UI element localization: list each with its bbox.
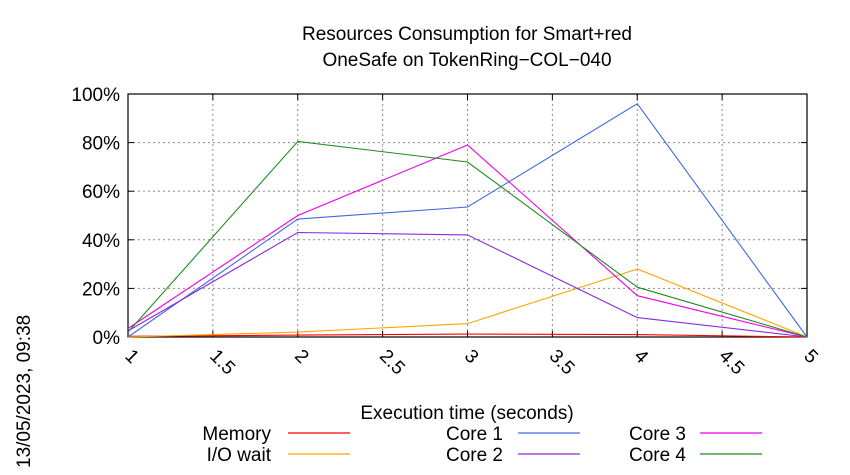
series-line-i-o-wait — [127, 268, 808, 338]
legend-label-core-4: Core 4 — [629, 445, 686, 466]
x-tick-label: 1.5 — [205, 346, 239, 380]
series-line-memory — [127, 333, 808, 338]
legend-label-memory: Memory — [202, 424, 271, 445]
x-tick-label: 4.5 — [715, 346, 749, 380]
series-line-core-2 — [127, 231, 808, 338]
x-axis-label: Execution time (seconds) — [360, 403, 573, 424]
x-tick-label: 3 — [460, 346, 482, 368]
chart-title-line-1: Resources Consumption for Smart+red — [302, 24, 632, 45]
legend-label-i-o-wait: I/O wait — [207, 445, 272, 466]
legend-label-core-3: Core 3 — [629, 424, 686, 445]
x-tick-label: 2 — [290, 346, 312, 368]
series-line-core-1 — [127, 102, 808, 338]
series-lines — [127, 102, 808, 338]
x-tick-label: 3.5 — [545, 346, 579, 380]
y-tick-label: 20% — [82, 279, 120, 300]
y-tick-label: 0% — [93, 328, 121, 349]
timestamp: 13/05/2023, 09:38 — [14, 315, 35, 468]
y-tick-label: 60% — [82, 182, 120, 203]
y-tick-label: 40% — [82, 231, 120, 252]
series-line-core-4 — [127, 140, 808, 338]
y-tick-label: 100% — [71, 85, 120, 106]
x-tick-label: 4 — [630, 346, 653, 369]
chart-title-line-2: OneSafe on TokenRing−COL−040 — [322, 50, 611, 71]
x-tick-label: 5 — [799, 346, 821, 368]
x-tick-label: 2.5 — [375, 346, 409, 380]
y-tick-label: 80% — [82, 134, 120, 155]
grid — [128, 94, 807, 337]
series-line-core-3 — [127, 144, 808, 338]
x-tick-label: 1 — [120, 346, 142, 368]
y-axis-ticks: 0% 20% 40% 60% 80% 100% — [71, 85, 807, 349]
legend-label-core-2: Core 2 — [446, 445, 503, 466]
legend-label-core-1: Core 1 — [446, 424, 503, 445]
